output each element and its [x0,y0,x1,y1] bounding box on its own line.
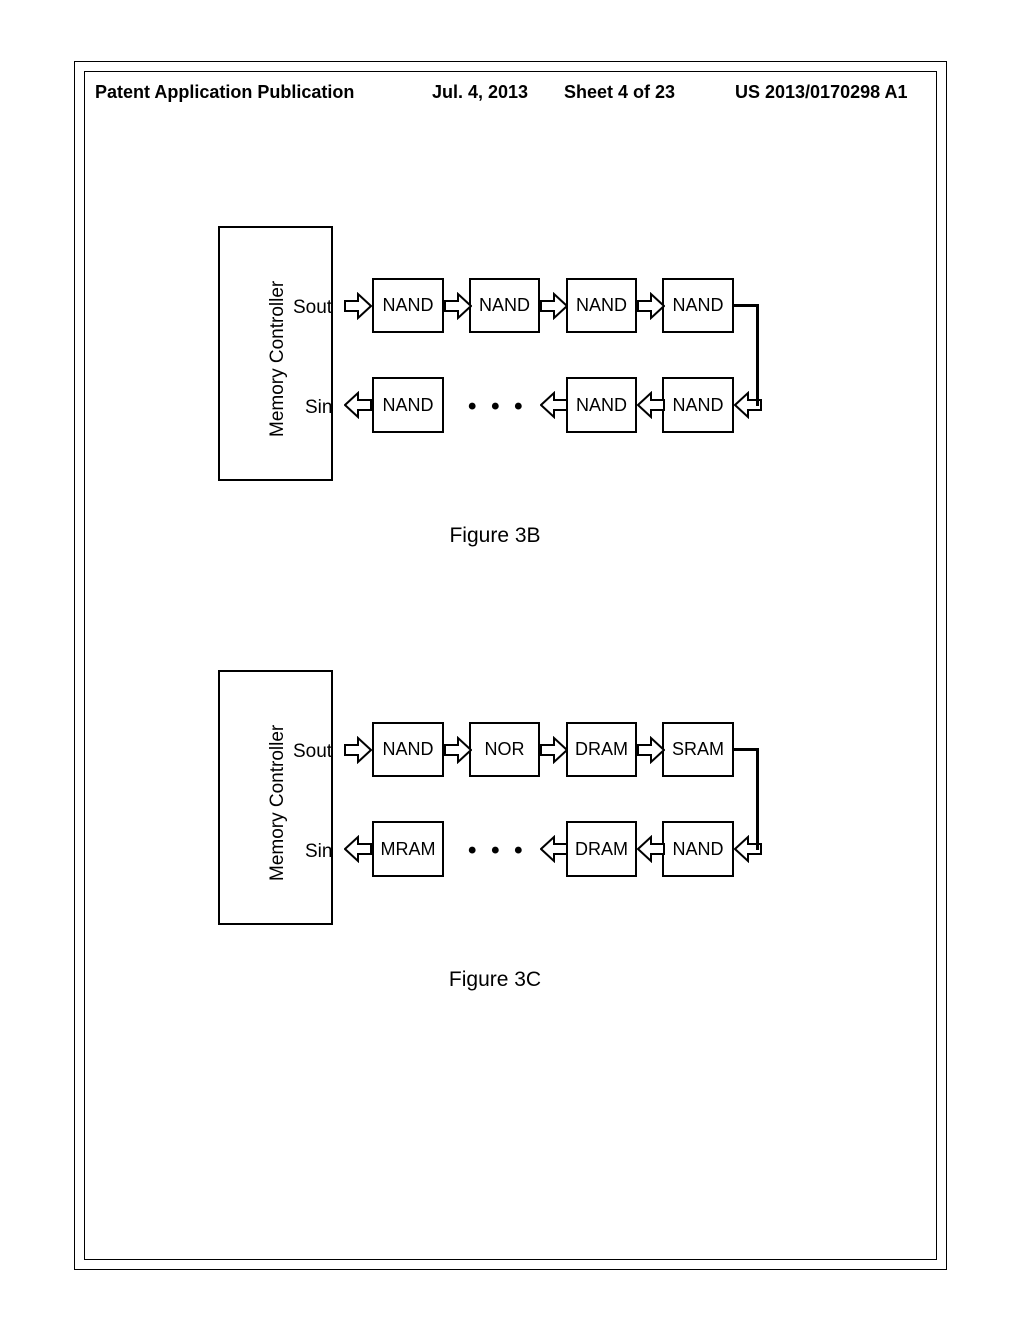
arrow-left-icon [344,391,372,419]
sout-label-3c: Sout [293,741,332,763]
block-label: SRAM [672,739,724,760]
header-left: Patent Application Publication [95,82,354,103]
arrow-right-icon [540,292,568,320]
sin-label-3b: Sin [305,397,332,419]
arrow-right-icon [344,736,372,764]
block-label: NAND [382,295,433,316]
block-3c-top-1: NOR [469,722,540,777]
header-sheet: Sheet 4 of 23 [564,82,675,103]
block-label: NAND [672,295,723,316]
block-label: NAND [479,295,530,316]
block-3b-bot-1: NAND [566,377,637,433]
block-3b-top-0: NAND [372,278,444,333]
arrow-right-icon [540,736,568,764]
memory-controller-3b: Memory Controller [218,226,333,481]
block-3b-top-2: NAND [566,278,637,333]
ellipsis-3c: • • • [468,837,527,865]
block-3b-bot-0: NAND [372,377,444,433]
arrow-left-icon [637,391,665,419]
block-3b-top-1: NAND [469,278,540,333]
block-label: DRAM [575,739,628,760]
block-3c-bot-2: NAND [662,821,734,877]
block-3c-top-2: DRAM [566,722,637,777]
block-3c-bot-0: MRAM [372,821,444,877]
block-label: NAND [382,739,433,760]
block-label: MRAM [381,839,436,860]
block-label: NOR [485,739,525,760]
loop-line-3c [734,748,758,751]
block-label: NAND [382,395,433,416]
arrow-right-icon [444,292,472,320]
arrow-right-icon [637,736,665,764]
block-3b-bot-2: NAND [662,377,734,433]
page: Patent Application Publication Jul. 4, 2… [0,0,1024,1320]
arrow-right-icon [444,736,472,764]
header-date: Jul. 4, 2013 [432,82,528,103]
block-3c-top-0: NAND [372,722,444,777]
loop-line-3b [734,304,758,307]
memory-controller-label-3b: Memory Controller [267,277,289,437]
block-label: NAND [672,839,723,860]
arrow-left-icon [344,835,372,863]
header-pubno: US 2013/0170298 A1 [735,82,907,103]
block-label: NAND [576,295,627,316]
block-3c-bot-1: DRAM [566,821,637,877]
loop-line-3b [756,304,759,406]
arrow-left-icon [540,391,568,419]
ellipsis-3b: • • • [468,393,527,421]
arrow-left-icon [637,835,665,863]
sout-label-3b: Sout [293,297,332,319]
inner-frame [84,71,937,1260]
arrow-left-icon [540,835,568,863]
arrow-right-icon [344,292,372,320]
figure-caption-3c: Figure 3C [440,968,550,992]
loop-line-3c [756,748,759,850]
sin-label-3c: Sin [305,841,332,863]
block-label: NAND [576,395,627,416]
block-label: NAND [672,395,723,416]
block-3b-top-3: NAND [662,278,734,333]
block-3c-top-3: SRAM [662,722,734,777]
memory-controller-label-3c: Memory Controller [267,721,289,881]
block-label: DRAM [575,839,628,860]
arrow-right-icon [637,292,665,320]
figure-caption-3b: Figure 3B [440,524,550,548]
memory-controller-3c: Memory Controller [218,670,333,925]
